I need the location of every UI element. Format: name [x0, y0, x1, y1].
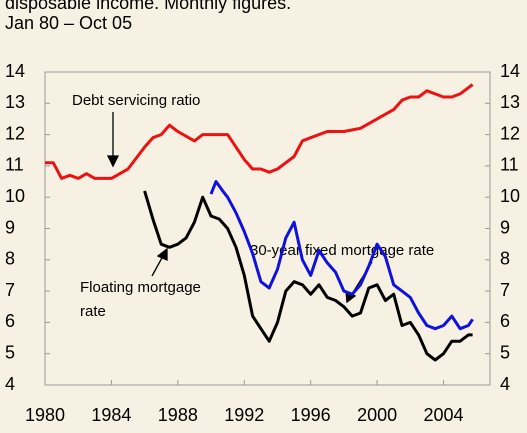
y2-tick-label: 10: [500, 186, 520, 206]
y2-tick-label: 12: [500, 123, 520, 143]
subtitle: disposable income. Monthly figures.: [5, 0, 291, 13]
x-tick-label: 1980: [25, 405, 65, 425]
y-tick-label: 5: [5, 342, 15, 362]
y2-tick-label: 14: [500, 61, 520, 81]
x-tick-label: 1988: [158, 405, 198, 425]
annotation: rate: [80, 303, 106, 320]
y-tick-label: 14: [5, 61, 25, 81]
y2-tick-label: 5: [500, 342, 510, 362]
x-tick-label: 1992: [224, 405, 264, 425]
arrows: [106, 112, 373, 304]
y-tick-label: 7: [5, 280, 15, 300]
series-line: [45, 83, 474, 180]
y2-tick-label: 7: [500, 280, 510, 300]
y2-tick-label: 4: [500, 374, 510, 394]
y2-tick-label: 8: [500, 249, 510, 269]
y-tick-label: 6: [5, 311, 15, 331]
y2-tick-label: 11: [500, 155, 519, 175]
y-tick-label: 9: [5, 217, 15, 237]
y-tick-label: 11: [5, 155, 24, 175]
x-tick-label: 2004: [423, 405, 463, 425]
series-line: [143, 190, 473, 362]
annotation: Floating mortgage: [80, 279, 201, 296]
y-tick-label: 13: [5, 92, 25, 112]
annotation: Debt servicing ratio: [72, 92, 200, 109]
x-tick-label: 1984: [91, 405, 131, 425]
y-tick-label: 8: [5, 249, 15, 269]
series-line: [209, 180, 474, 331]
y-tick-label: 10: [5, 186, 25, 206]
y2-tick-label: 13: [500, 92, 520, 112]
y2-tick-label: 6: [500, 311, 510, 331]
x-tick-label: 2000: [357, 405, 397, 425]
x-tick-label: 1996: [291, 405, 331, 425]
y-tick-label: 12: [5, 123, 25, 143]
date-range: Jan 80 – Oct 05: [5, 13, 132, 33]
annotation: 30-year fixed mortgage rate: [250, 242, 434, 259]
y2-tick-label: 9: [500, 217, 510, 237]
y-tick-label: 4: [5, 374, 15, 394]
